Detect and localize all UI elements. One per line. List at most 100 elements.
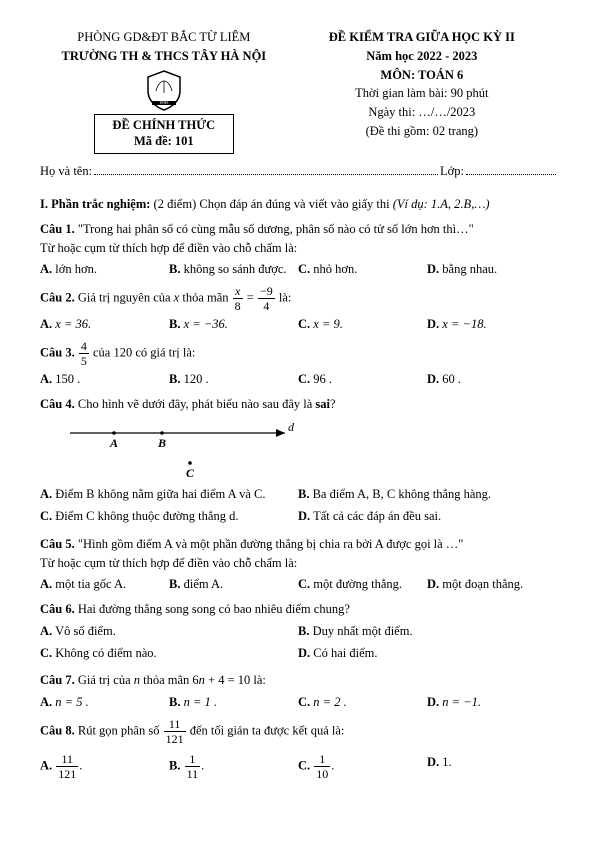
- q7-options: A. n = 5 . B. n = 1 . C. n = 2 . D. n = …: [40, 693, 556, 712]
- q3-B: B. 120 .: [169, 370, 298, 389]
- opt-label: A.: [40, 262, 52, 276]
- date-label: Ngày thi: …/…/2023: [288, 103, 556, 122]
- opt-text: không so sánh được.: [184, 262, 287, 276]
- opt-text: n = −1.: [442, 695, 481, 709]
- opt-text: Vô số điểm.: [55, 624, 116, 638]
- exam-title: ĐỀ KIỂM TRA GIỮA HỌC KỲ II: [288, 28, 556, 47]
- q1-A: A. lớn hơn.: [40, 260, 169, 279]
- q7-A: A. n = 5 .: [40, 693, 169, 712]
- q1-text2: Từ hoặc cụm từ thích hợp để điền vào chỗ…: [40, 239, 556, 258]
- opt-label: A.: [40, 487, 52, 501]
- opt-text: x = 9.: [313, 317, 343, 331]
- subject: MÔN: TOÁN 6: [288, 66, 556, 85]
- q8-options: A. 11121. B. 111. C. 110. D. 1.: [40, 753, 556, 780]
- frac-den: 121: [56, 767, 78, 780]
- opt-label: A.: [40, 577, 52, 591]
- q1-text1: "Trong hai phân số có cùng mẫu số dương,…: [78, 222, 474, 236]
- q2-D: D. x = −18.: [427, 315, 556, 334]
- q7-D: D. n = −1.: [427, 693, 556, 712]
- opt-label: B.: [169, 317, 180, 331]
- q8-label: Câu 8.: [40, 723, 75, 737]
- q6-A: A. Vô số điểm.: [40, 622, 298, 641]
- left-header: PHÒNG GD&ĐT BẮC TỪ LIÊM TRƯỜNG TH & THCS…: [40, 28, 288, 154]
- dept: PHÒNG GD&ĐT BẮC TỪ LIÊM: [40, 28, 288, 47]
- opt-label: D.: [427, 317, 439, 331]
- opt-text: Có hai điểm.: [313, 646, 377, 660]
- q6-D: D. Có hai điểm.: [298, 644, 556, 663]
- frac-den: 121: [164, 732, 186, 745]
- opt-label: B.: [298, 624, 309, 638]
- frac-num: 1: [314, 753, 330, 767]
- opt-label: D.: [427, 577, 439, 591]
- duration: Thời gian làm bài: 90 phút: [288, 84, 556, 103]
- pages: (Đề thi gồm: 02 trang): [288, 122, 556, 141]
- opt-label: A.: [40, 695, 52, 709]
- opt-text: 96 .: [313, 372, 332, 386]
- frac-num: 1: [185, 753, 201, 767]
- opt-text: bằng nhau.: [442, 262, 497, 276]
- opt-label: D.: [298, 509, 310, 523]
- opt-label: B.: [169, 372, 180, 386]
- q6-C: C. Không có điểm nào.: [40, 644, 298, 663]
- name-label: Họ và tên:: [40, 162, 92, 181]
- question-4: Câu 4. Cho hình vẽ dưới đây, phát biểu n…: [40, 395, 556, 414]
- section-title: I. Phần trắc nghiệm:: [40, 197, 150, 211]
- q2-B: B. x = −36.: [169, 315, 298, 334]
- q8-suffix: đến tối giản ta được kết quả là:: [190, 723, 345, 737]
- q3-text: của 120 có giá trị là:: [93, 345, 195, 359]
- section-desc: (2 điểm) Chọn đáp án đúng và viết vào gi…: [154, 197, 390, 211]
- q8-prefix: Rút gọn phân số: [78, 723, 163, 737]
- school: TRƯỜNG TH & THCS TÂY HÀ NỘI: [40, 47, 288, 66]
- q7-C: C. n = 2 .: [298, 693, 427, 712]
- q2-suffix: là:: [279, 290, 292, 304]
- opt-text: 1.: [442, 755, 451, 769]
- code-label: Mã đề: 101: [95, 133, 233, 150]
- q4-sai: sai: [315, 397, 330, 411]
- q8-B: B. 111.: [169, 753, 298, 780]
- question-5: Câu 5. "Hình gồm điểm A và một phần đườn…: [40, 535, 556, 554]
- opt-text: Điểm B không nằm giữa hai điểm A và C.: [55, 487, 265, 501]
- opt-text: lớn hơn.: [55, 262, 97, 276]
- q2-A: A. x = 36.: [40, 315, 169, 334]
- opt-label: D.: [427, 755, 439, 769]
- q5-B: B. điểm A.: [169, 575, 298, 594]
- q5-A: A. một tia gốc A.: [40, 575, 169, 594]
- q2-frac1: x8: [233, 285, 243, 312]
- frac-num: x: [233, 285, 243, 299]
- q2-mid: thỏa mãn: [179, 290, 231, 304]
- opt-label: A.: [40, 624, 52, 638]
- q4-options: A. Điểm B không nằm giữa hai điểm A và C…: [40, 485, 556, 529]
- q1-D: D. bằng nhau.: [427, 260, 556, 279]
- opt-label: A.: [40, 317, 52, 331]
- opt-label: C.: [40, 509, 52, 523]
- q8-A-frac: 11121: [56, 753, 78, 780]
- q6-text: Hai đường thẳng song song có bao nhiêu đ…: [78, 602, 350, 616]
- q2-prefix: Giá trị nguyên của: [78, 290, 174, 304]
- q7-B: B. n = 1 .: [169, 693, 298, 712]
- opt-label: D.: [427, 372, 439, 386]
- opt-text: n = 5 .: [55, 695, 88, 709]
- opt-text: x = 36.: [55, 317, 91, 331]
- opt-label: A.: [40, 758, 52, 772]
- opt-label: C.: [298, 577, 310, 591]
- diag-C: C: [186, 466, 195, 479]
- school-logo: WHS: [144, 69, 184, 111]
- q1-C: C. nhỏ hơn.: [298, 260, 427, 279]
- opt-text: Ba điểm A, B, C không thẳng hàng.: [313, 487, 491, 501]
- q7-plus: + 4 = 10 là:: [205, 673, 266, 687]
- q4-A: A. Điểm B không nằm giữa hai điểm A và C…: [40, 485, 298, 504]
- dot: .: [201, 758, 204, 772]
- q5-text1: "Hình gồm điểm A và một phần đường thẳng…: [78, 537, 464, 551]
- opt-label: D.: [427, 695, 439, 709]
- q8-A: A. 11121.: [40, 753, 169, 780]
- question-3: Câu 3. 45 của 120 có giá trị là:: [40, 340, 556, 367]
- opt-text: một đường thẳng.: [313, 577, 402, 591]
- opt-text: n = 2 .: [313, 695, 346, 709]
- q4-qm: ?: [330, 397, 336, 411]
- opt-text: nhỏ hơn.: [313, 262, 357, 276]
- q4-label: Câu 4.: [40, 397, 75, 411]
- question-1: Câu 1. "Trong hai phân số có cùng mẫu số…: [40, 220, 556, 239]
- dot: .: [331, 758, 334, 772]
- q2-frac2: −94: [258, 285, 275, 312]
- name-blank: [94, 164, 438, 175]
